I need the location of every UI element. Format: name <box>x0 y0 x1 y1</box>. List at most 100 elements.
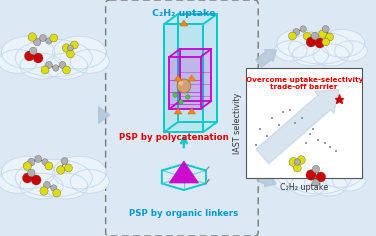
Ellipse shape <box>70 169 109 193</box>
Circle shape <box>294 159 300 165</box>
Circle shape <box>318 30 327 38</box>
Ellipse shape <box>274 41 307 61</box>
Ellipse shape <box>2 36 55 69</box>
Ellipse shape <box>53 156 106 189</box>
Ellipse shape <box>333 171 365 191</box>
Circle shape <box>186 95 190 99</box>
Circle shape <box>40 187 48 195</box>
Ellipse shape <box>288 32 353 64</box>
Polygon shape <box>169 161 199 183</box>
Polygon shape <box>174 108 182 114</box>
Polygon shape <box>203 14 217 132</box>
Circle shape <box>35 156 42 163</box>
Circle shape <box>303 32 311 40</box>
Ellipse shape <box>0 50 37 73</box>
Ellipse shape <box>275 160 320 187</box>
Circle shape <box>297 156 305 164</box>
Circle shape <box>56 166 65 174</box>
Ellipse shape <box>15 39 92 77</box>
Circle shape <box>31 175 41 185</box>
Circle shape <box>322 25 329 33</box>
Ellipse shape <box>318 160 363 187</box>
Circle shape <box>311 32 318 40</box>
Circle shape <box>177 79 191 93</box>
Text: C₂H₂ uptake: C₂H₂ uptake <box>280 182 328 191</box>
Circle shape <box>65 164 72 172</box>
Circle shape <box>326 33 334 41</box>
Circle shape <box>23 162 32 170</box>
Polygon shape <box>164 14 217 24</box>
Circle shape <box>300 26 306 32</box>
Polygon shape <box>174 75 182 81</box>
Circle shape <box>67 45 73 51</box>
Circle shape <box>44 181 50 189</box>
Circle shape <box>173 93 177 97</box>
Circle shape <box>306 170 316 180</box>
Circle shape <box>33 38 41 46</box>
FancyBboxPatch shape <box>247 68 362 178</box>
Polygon shape <box>164 24 203 132</box>
Polygon shape <box>200 49 211 109</box>
Circle shape <box>46 38 52 44</box>
FancyArrowPatch shape <box>256 50 276 67</box>
Circle shape <box>41 66 49 74</box>
Ellipse shape <box>311 174 347 196</box>
Ellipse shape <box>320 30 365 57</box>
Circle shape <box>30 47 37 55</box>
Ellipse shape <box>44 53 88 79</box>
Ellipse shape <box>0 169 37 193</box>
Circle shape <box>59 62 66 68</box>
Polygon shape <box>188 108 196 114</box>
Circle shape <box>67 50 74 58</box>
Circle shape <box>27 158 35 166</box>
Circle shape <box>45 62 52 68</box>
Circle shape <box>179 80 183 85</box>
Text: C₂H₂ uptake: C₂H₂ uptake <box>152 9 215 18</box>
Ellipse shape <box>290 174 327 196</box>
Circle shape <box>312 165 320 173</box>
Ellipse shape <box>44 173 88 199</box>
Circle shape <box>306 37 316 47</box>
Circle shape <box>315 38 325 48</box>
Ellipse shape <box>287 162 351 194</box>
Circle shape <box>293 29 300 35</box>
Ellipse shape <box>293 44 329 66</box>
Circle shape <box>293 164 301 172</box>
Circle shape <box>288 32 296 40</box>
Polygon shape <box>169 57 200 109</box>
Circle shape <box>70 41 78 49</box>
Ellipse shape <box>20 173 63 199</box>
Text: PSP by polycatenation: PSP by polycatenation <box>119 134 229 143</box>
Circle shape <box>53 65 59 71</box>
FancyBboxPatch shape <box>106 0 258 236</box>
Ellipse shape <box>272 171 305 191</box>
Ellipse shape <box>70 50 109 73</box>
Polygon shape <box>188 75 196 81</box>
Polygon shape <box>180 20 188 26</box>
Ellipse shape <box>335 41 367 61</box>
Circle shape <box>33 53 43 63</box>
Circle shape <box>322 38 329 46</box>
Text: PSP by organic linkers: PSP by organic linkers <box>129 208 238 218</box>
Circle shape <box>62 44 71 52</box>
Circle shape <box>50 34 58 42</box>
Circle shape <box>45 162 53 170</box>
Circle shape <box>51 185 57 191</box>
FancyArrowPatch shape <box>256 90 339 164</box>
Circle shape <box>316 172 326 182</box>
Ellipse shape <box>20 53 63 79</box>
Text: IAST selectivity: IAST selectivity <box>233 92 242 154</box>
Ellipse shape <box>313 44 349 66</box>
Circle shape <box>53 189 61 197</box>
Circle shape <box>28 33 36 41</box>
Circle shape <box>312 180 319 186</box>
Ellipse shape <box>53 36 106 69</box>
Circle shape <box>61 157 68 164</box>
Ellipse shape <box>2 156 55 189</box>
Circle shape <box>27 169 35 177</box>
Circle shape <box>42 159 48 165</box>
Circle shape <box>62 66 70 74</box>
Circle shape <box>39 34 47 42</box>
Polygon shape <box>169 49 211 57</box>
Circle shape <box>23 173 32 183</box>
